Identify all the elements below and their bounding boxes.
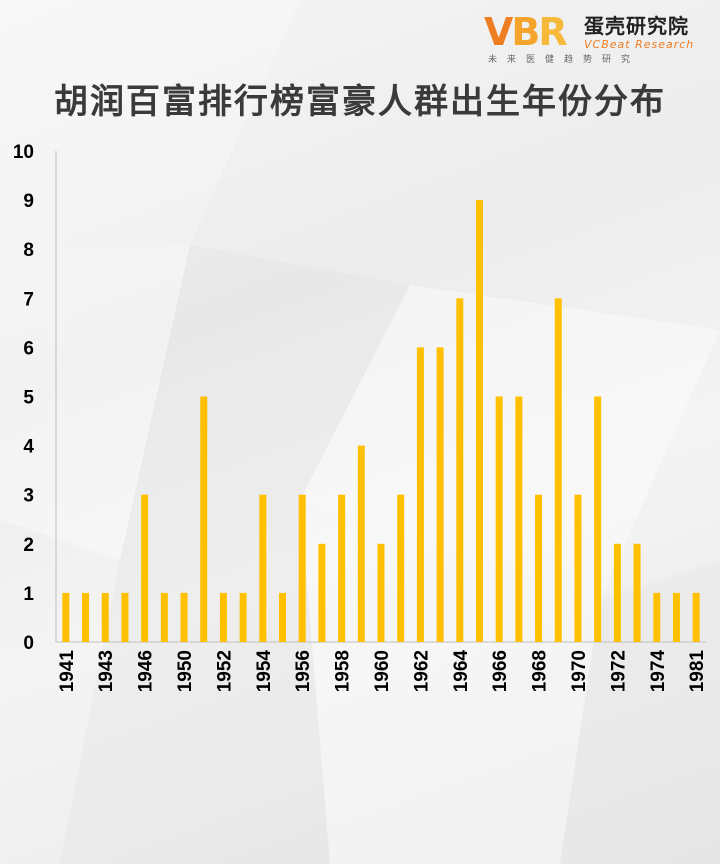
bar-1955: [279, 592, 287, 642]
x-tick-label: 1950: [175, 650, 196, 692]
bar-1956: [298, 494, 306, 642]
vcbeat-logo: VBR 蛋壳研究院 VCBeat Research 未来医健趋势研究: [484, 8, 708, 65]
bar-1966: [495, 396, 503, 642]
x-tick-label: 1943: [96, 650, 117, 692]
y-tick-label: 4: [23, 437, 34, 458]
bar-1969: [554, 298, 562, 642]
bar-1961: [397, 494, 405, 642]
y-tick-label: 3: [23, 486, 34, 507]
bar-1963: [436, 347, 444, 642]
bar-1970: [574, 494, 582, 642]
bar-1944: [121, 592, 129, 642]
bar-1981: [692, 592, 700, 642]
x-tick-label: 1952: [214, 650, 235, 692]
x-tick-label: 1964: [451, 650, 472, 693]
x-tick-label: 1974: [648, 650, 669, 693]
x-axis: 1941 1943 1946 1950 1952 1954 1956 1958 1960 1962…: [56, 641, 708, 693]
y-tick-label: 2: [23, 535, 34, 556]
x-tick-label: 1956: [293, 650, 314, 692]
x-tick-label: 1970: [569, 650, 590, 692]
bar-1953: [239, 592, 247, 642]
bar-1941: [62, 592, 70, 642]
y-tick-label: 6: [23, 338, 34, 359]
bar-1957: [318, 543, 326, 642]
bar-1948: [160, 592, 168, 642]
x-tick-label: 1981: [687, 650, 708, 693]
x-tick-label: 1941: [57, 650, 78, 693]
logo-letter-v: V: [484, 10, 513, 54]
logo-letter-r: R: [538, 10, 567, 54]
y-tick-label: 5: [23, 388, 34, 409]
bar-1950: [180, 592, 188, 642]
x-tick-label: 1958: [333, 650, 354, 692]
bar-1972: [613, 543, 621, 642]
bar-1973: [633, 543, 641, 642]
logo-name-cn: 蛋壳研究院: [584, 14, 689, 38]
x-tick-label: 1966: [490, 650, 511, 692]
x-tick-label: 1946: [136, 650, 157, 692]
bar-1962: [416, 347, 424, 642]
logo-letter-b: B: [511, 10, 540, 54]
bar-1965: [475, 200, 483, 642]
y-tick-label: 0: [23, 633, 34, 654]
y-axis: 0 1 2 3 4 5 6 7 8 9 10: [13, 142, 57, 654]
bar-1975: [672, 592, 680, 642]
bar-1974: [653, 592, 661, 642]
logo-slogan: 未来医健趋势研究: [488, 55, 641, 65]
bar-1952: [219, 592, 227, 642]
x-tick-label: 1954: [254, 650, 275, 693]
logo-mark: VBR: [484, 10, 568, 54]
bar-series: [62, 200, 700, 642]
bar-1967: [515, 396, 523, 642]
logo-name-en: VCBeat Research: [584, 38, 695, 51]
y-tick-label: 9: [23, 191, 34, 212]
chart-title: 胡润百富排行榜富豪人群出生年份分布: [54, 82, 666, 122]
y-tick-label: 8: [23, 240, 34, 261]
y-tick-label: 1: [23, 584, 34, 605]
bar-1971: [594, 396, 602, 642]
bar-1942: [82, 592, 90, 642]
x-tick-label: 1962: [411, 650, 432, 692]
bar-1954: [259, 494, 267, 642]
bar-1958: [338, 494, 346, 642]
bar-1951: [200, 396, 208, 642]
bar-1959: [357, 445, 365, 642]
bar-1964: [456, 298, 464, 642]
y-tick-label: 10: [13, 142, 34, 163]
bar-1960: [377, 543, 385, 642]
bar-1943: [101, 592, 109, 642]
y-tick-label: 7: [23, 289, 34, 310]
bar-1968: [535, 494, 543, 642]
x-tick-label: 1960: [372, 650, 393, 692]
bar-1946: [141, 494, 149, 642]
x-tick-label: 1968: [530, 650, 551, 692]
x-tick-label: 1972: [608, 650, 629, 692]
